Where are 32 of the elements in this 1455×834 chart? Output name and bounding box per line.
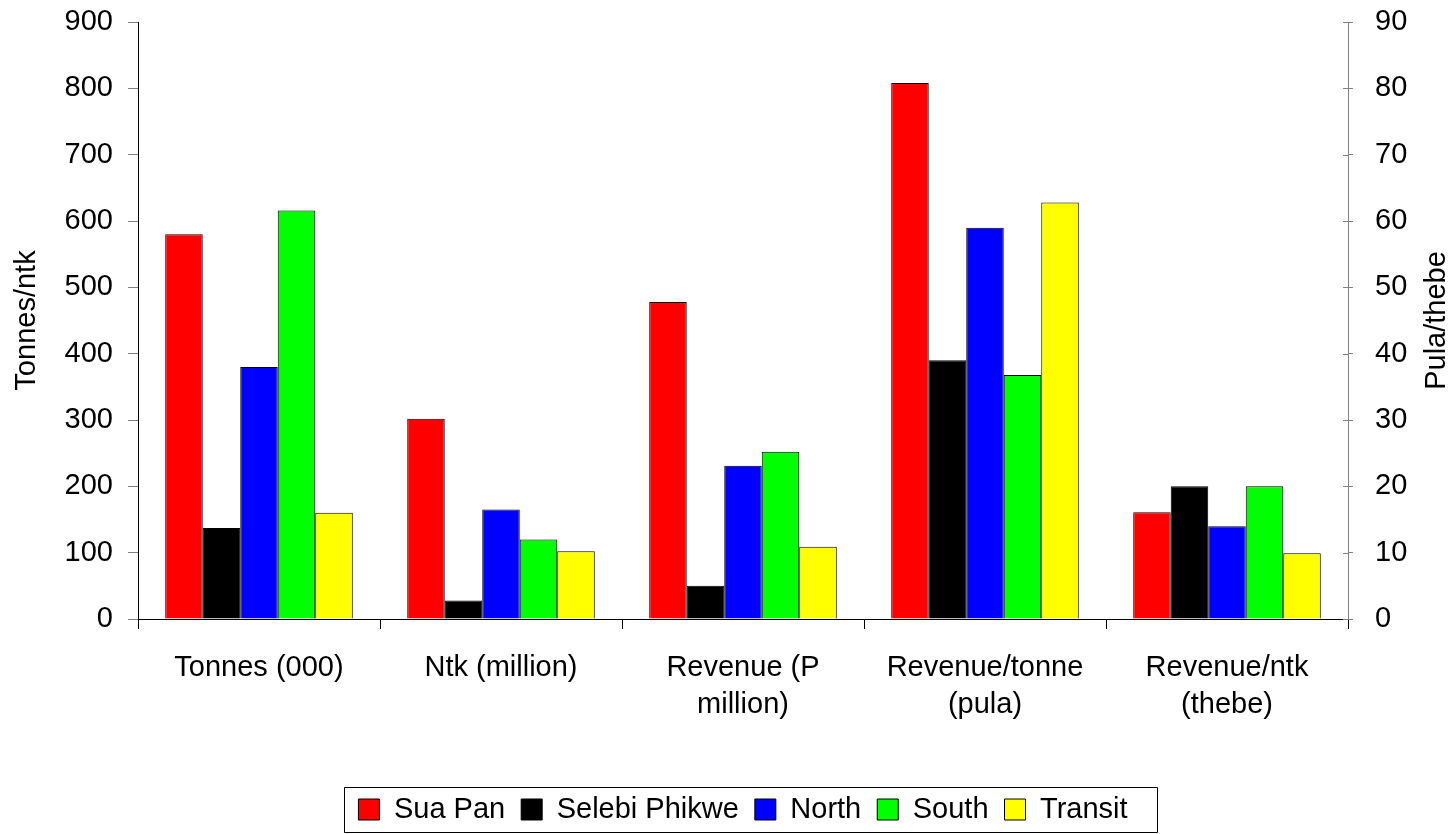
- y2-tick-label: 70: [1375, 136, 1408, 169]
- y-tick-label: 300: [64, 402, 113, 434]
- y-tick-label: 600: [64, 203, 113, 235]
- y2-tick-label: 90: [1375, 4, 1408, 36]
- y2-tick-label: 80: [1375, 70, 1408, 103]
- legend-label: Transit: [1040, 791, 1128, 824]
- y-axis-title: Tonnes/ntk: [9, 249, 42, 391]
- y2-tick-label: 0: [1375, 601, 1392, 633]
- y-tick-label: 900: [64, 4, 113, 36]
- y-tick-label: 100: [64, 534, 113, 567]
- x-tick-label: Revenue (P million): [666, 649, 820, 719]
- legend-label: Sua Pan: [393, 791, 506, 824]
- legend-label: North: [790, 791, 862, 824]
- y-tick-label: 200: [64, 468, 113, 501]
- y2-tick-label: 40: [1375, 335, 1408, 368]
- x-tick-label: Revenue/ntk (thebe): [1145, 649, 1309, 719]
- legend-label: South: [912, 791, 989, 824]
- y-tick-label: 0: [96, 601, 113, 633]
- x-tick-label: Tonnes (000): [174, 649, 344, 682]
- y-tick-label: 400: [64, 335, 113, 368]
- y2-tick-label: 30: [1375, 402, 1408, 434]
- y2-tick-label: 50: [1375, 269, 1408, 302]
- y-tick-label: 800: [64, 70, 113, 103]
- y-tick-label: 500: [64, 269, 113, 302]
- y-tick-label: 700: [64, 136, 113, 169]
- x-tick-label: Revenue/tonne (pula): [886, 649, 1084, 719]
- y2-tick-label: 20: [1375, 468, 1408, 501]
- x-tick-label: Ntk (million): [424, 649, 578, 682]
- y2-tick-label: 60: [1375, 203, 1408, 235]
- legend-label: Selebi Phikwe: [556, 791, 739, 824]
- y2-axis-title: Pula/thebe: [1419, 251, 1451, 390]
- y2-tick-label: 10: [1375, 534, 1408, 567]
